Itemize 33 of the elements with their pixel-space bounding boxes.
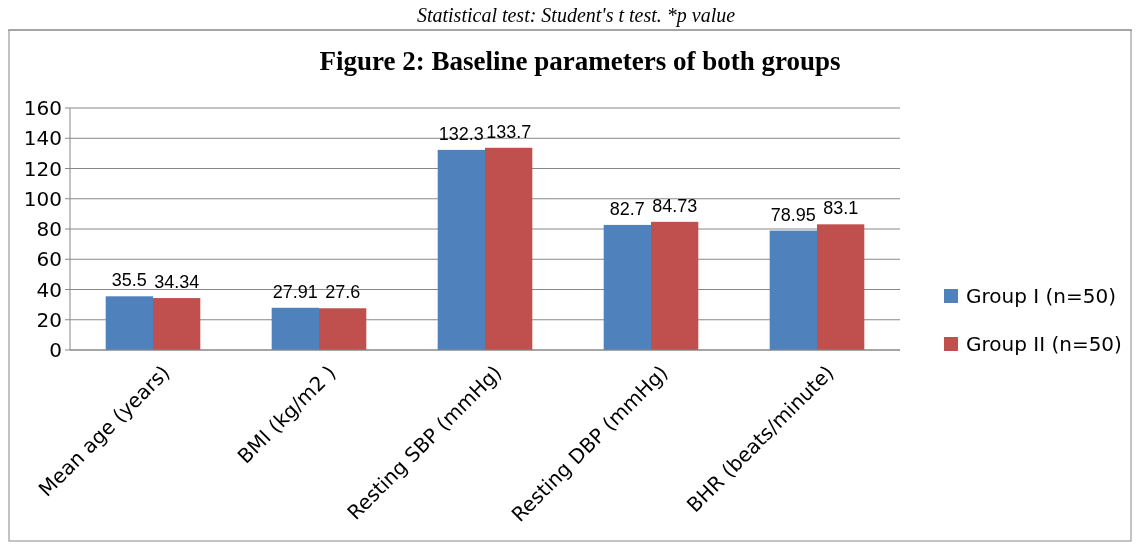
text: Statistical test: Student's t test. *p value [416,4,736,27]
y-tick-label: 60 [36,247,62,272]
data-label: 27.91 [272,281,318,302]
y-tick-label: 160 [23,96,62,120]
bar [105,296,153,350]
legend-label: Group II (n=50) [966,332,1122,356]
data-label: 27.6 [325,282,361,303]
data-label: 84.73 [652,195,698,216]
chart-title: Figure 2: Baseline parameters of both groups [319,46,841,76]
data-label: 34.34 [154,272,200,293]
bar [437,149,485,350]
legend-label: Group I (n=50) [966,284,1116,308]
y-tick-label: 80 [36,217,62,241]
y-tick-label: 40 [36,277,62,302]
y-tick-label: 0 [49,338,62,362]
bar [817,224,865,350]
bar [769,230,817,350]
data-label: 78.95 [770,204,816,225]
bar [319,308,367,350]
y-tick-label: 140 [23,126,62,151]
y-tick-label: 20 [36,307,62,332]
bar [271,307,319,350]
y-tick-label: 120 [23,156,62,181]
data-label: 35.5 [111,270,147,291]
y-tick-label: 100 [23,186,62,211]
bar [153,298,201,350]
data-label: 132.3 [438,123,484,144]
bar [651,221,699,350]
data-label: 133.7 [486,121,532,142]
data-label: 83.1 [823,198,859,219]
data-label: 82.7 [609,198,645,219]
bar [603,224,651,350]
bar [485,147,533,350]
